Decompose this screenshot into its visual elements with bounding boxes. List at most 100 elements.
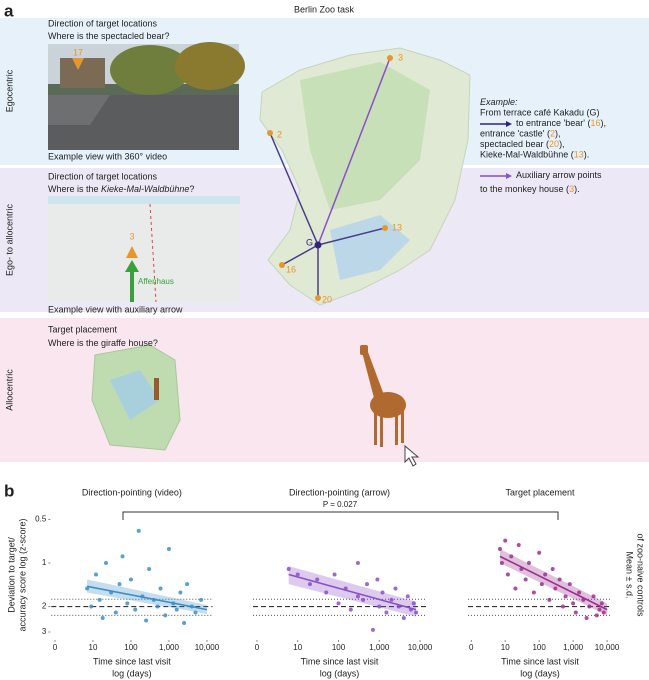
example-line: Example: <box>480 97 518 107</box>
y-tick-label: 3 <box>42 627 47 636</box>
point <box>526 561 531 566</box>
point <box>377 604 382 609</box>
point <box>509 554 514 559</box>
row-heading: Target placement <box>48 324 118 334</box>
point <box>147 566 152 571</box>
point <box>375 577 380 582</box>
point <box>155 604 160 609</box>
video-view <box>48 42 245 150</box>
side-label: of zoo-naive controls <box>636 533 646 617</box>
map-label: 16 <box>286 264 296 274</box>
point <box>599 601 604 606</box>
x-axis-label: log (days) <box>520 668 560 678</box>
x-tick-label: 1,000 <box>369 643 390 652</box>
legend-line-part: ). <box>574 184 580 194</box>
point <box>523 577 528 582</box>
fit-line <box>499 555 608 611</box>
point <box>594 613 599 618</box>
arrow-icon <box>506 121 512 127</box>
example-line: spectacled bear (20), <box>480 139 565 149</box>
point <box>89 604 94 609</box>
point <box>573 610 578 615</box>
example-line-part: to entrance 'bear' ( <box>516 118 590 128</box>
x-tick-label: 10 <box>89 643 98 652</box>
point <box>166 546 171 551</box>
x-tick-label: 0 <box>255 643 260 652</box>
point <box>178 590 183 595</box>
point <box>185 582 190 587</box>
point <box>364 582 369 587</box>
x-axis-label: log (days) <box>320 668 360 678</box>
panel-title: Berlin Zoo task <box>294 4 355 14</box>
point <box>189 604 194 609</box>
x-tick-label: 10,000 <box>408 643 433 652</box>
point <box>414 610 419 615</box>
point <box>553 586 558 591</box>
x-tick-label: 1,000 <box>159 643 180 652</box>
row-caption: Example view with auxiliary arrow <box>48 304 183 314</box>
point <box>136 528 141 533</box>
p-value: P = 0.027 <box>323 500 358 509</box>
point <box>543 572 548 577</box>
point <box>503 538 508 543</box>
point <box>505 572 510 577</box>
panel-label: b <box>4 481 14 500</box>
x-tick-label: 0 <box>469 643 474 652</box>
y-tick-label: 1 <box>42 558 47 567</box>
example-line-part: entrance 'castle' ( <box>480 129 550 139</box>
example-line-part: ), <box>555 129 561 139</box>
point <box>174 607 179 612</box>
example-line-part: 20 <box>549 139 559 149</box>
example-line: Kieke-Mal-Waldbühne (13). <box>480 150 589 160</box>
point <box>539 582 544 587</box>
point <box>182 621 187 626</box>
example-line-part: Example: <box>480 97 518 107</box>
cursor <box>404 444 420 467</box>
point <box>348 607 353 612</box>
point <box>396 604 401 609</box>
point <box>499 561 504 566</box>
x-axis-label: Time since last visit <box>301 656 379 666</box>
row-question: Where is the Kieke-Mal-Waldbühne? <box>48 184 194 194</box>
point <box>516 542 521 547</box>
point <box>113 610 118 615</box>
point <box>411 601 416 606</box>
point <box>380 590 385 595</box>
map-label: 2 <box>277 129 282 139</box>
legend-line-part: 3 <box>569 184 574 194</box>
example-line-part: From terrace café Kakadu (G) <box>480 108 600 118</box>
point <box>405 594 410 599</box>
point <box>531 590 536 595</box>
row-question-part: Where is the giraffe house? <box>48 338 158 348</box>
fit-ci <box>87 579 207 614</box>
point <box>199 597 204 602</box>
point <box>336 601 341 606</box>
x-tick-label: 1,000 <box>563 643 584 652</box>
legend-line: Auxiliary arrow points <box>516 170 602 180</box>
point <box>408 607 413 612</box>
point <box>307 582 312 587</box>
x-axis-label: log (days) <box>112 668 152 678</box>
x-tick-label: 100 <box>332 643 346 652</box>
row-label: Egocentric <box>4 69 14 112</box>
point <box>193 610 198 615</box>
y-tick-label: 0.5 <box>35 515 47 524</box>
sign-label: Affenhaus <box>138 277 174 286</box>
point <box>577 590 582 595</box>
example-line-part: 16 <box>590 118 600 128</box>
x-axis-label: Time since last visit <box>93 656 171 666</box>
point <box>571 601 576 606</box>
point <box>361 597 366 602</box>
example-line: From terrace café Kakadu (G) <box>480 108 600 118</box>
point <box>513 586 518 591</box>
example-line: entrance 'castle' (2), <box>480 129 561 139</box>
point <box>85 586 90 591</box>
point <box>370 627 375 632</box>
x-tick-label: 10,000 <box>595 643 620 652</box>
legend-line-part: Auxiliary arrow points <box>516 170 602 180</box>
point <box>584 615 589 620</box>
point <box>140 594 145 599</box>
point <box>97 597 102 602</box>
point <box>389 597 394 602</box>
